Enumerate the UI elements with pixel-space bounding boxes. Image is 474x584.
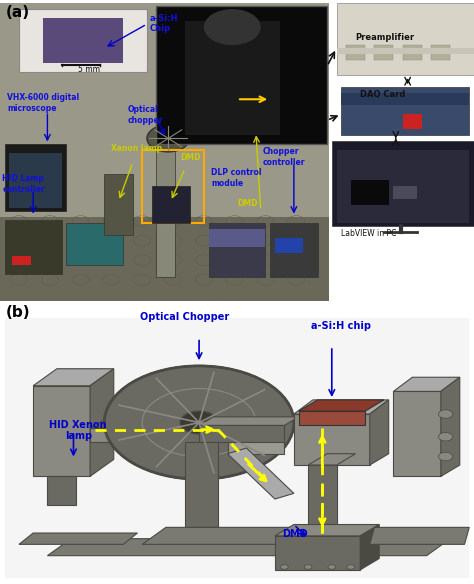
FancyBboxPatch shape: [156, 6, 327, 144]
FancyBboxPatch shape: [19, 9, 147, 72]
Text: DMD: DMD: [282, 529, 308, 539]
FancyBboxPatch shape: [43, 18, 123, 63]
FancyBboxPatch shape: [346, 45, 365, 60]
Circle shape: [281, 565, 288, 569]
Text: (a): (a): [6, 5, 30, 19]
FancyBboxPatch shape: [185, 21, 280, 135]
Polygon shape: [142, 527, 299, 544]
Text: Optical Chopper: Optical Chopper: [140, 312, 229, 322]
FancyBboxPatch shape: [308, 465, 337, 533]
Text: DAQ Card: DAQ Card: [360, 91, 406, 99]
Text: DMD: DMD: [237, 199, 257, 207]
Text: a-Si:H chip: a-Si:H chip: [311, 321, 371, 331]
Polygon shape: [299, 400, 384, 411]
Circle shape: [328, 565, 336, 569]
FancyBboxPatch shape: [403, 45, 422, 60]
Polygon shape: [33, 369, 114, 386]
Circle shape: [104, 366, 294, 479]
Polygon shape: [308, 454, 356, 465]
FancyBboxPatch shape: [294, 414, 370, 465]
Polygon shape: [19, 533, 137, 544]
FancyBboxPatch shape: [275, 536, 360, 570]
FancyBboxPatch shape: [5, 318, 469, 578]
FancyBboxPatch shape: [156, 112, 175, 277]
Polygon shape: [360, 524, 379, 570]
Text: Xenon lamp: Xenon lamp: [111, 144, 163, 154]
FancyBboxPatch shape: [299, 411, 365, 425]
Text: Optical
chopper: Optical chopper: [128, 105, 164, 124]
Text: Chopper
controller: Chopper controller: [263, 147, 306, 167]
FancyBboxPatch shape: [90, 428, 218, 443]
Text: LabVIEW in PC: LabVIEW in PC: [341, 228, 397, 238]
FancyBboxPatch shape: [431, 45, 450, 60]
Text: HID Xenon
lamp: HID Xenon lamp: [49, 420, 107, 442]
Text: 5 mm: 5 mm: [78, 65, 100, 74]
FancyBboxPatch shape: [104, 175, 133, 235]
Text: a-Si:H
Chip: a-Si:H Chip: [149, 13, 178, 33]
Circle shape: [180, 411, 218, 434]
FancyBboxPatch shape: [152, 186, 190, 223]
FancyBboxPatch shape: [5, 144, 66, 211]
Circle shape: [438, 452, 453, 461]
Circle shape: [438, 410, 453, 418]
FancyBboxPatch shape: [374, 45, 393, 60]
FancyBboxPatch shape: [393, 186, 417, 199]
FancyBboxPatch shape: [270, 223, 318, 277]
FancyBboxPatch shape: [275, 238, 303, 253]
FancyBboxPatch shape: [66, 223, 123, 265]
FancyBboxPatch shape: [393, 391, 441, 477]
FancyBboxPatch shape: [209, 223, 265, 277]
FancyBboxPatch shape: [209, 228, 265, 246]
Polygon shape: [275, 524, 379, 536]
Circle shape: [204, 9, 261, 45]
FancyBboxPatch shape: [337, 48, 474, 54]
Polygon shape: [90, 369, 114, 477]
Polygon shape: [441, 377, 460, 477]
FancyBboxPatch shape: [5, 220, 62, 274]
Text: Preamplifier: Preamplifier: [356, 33, 415, 42]
FancyBboxPatch shape: [185, 443, 218, 527]
Polygon shape: [294, 400, 389, 414]
Polygon shape: [228, 448, 294, 499]
FancyBboxPatch shape: [351, 180, 389, 204]
FancyBboxPatch shape: [337, 3, 474, 75]
Polygon shape: [47, 538, 450, 556]
FancyBboxPatch shape: [403, 114, 422, 129]
FancyBboxPatch shape: [47, 477, 76, 505]
Text: DLP control
module: DLP control module: [211, 168, 262, 188]
FancyBboxPatch shape: [33, 386, 90, 477]
FancyBboxPatch shape: [12, 256, 31, 265]
Text: HID Lamp
controller: HID Lamp controller: [2, 175, 45, 194]
Polygon shape: [90, 417, 237, 428]
FancyBboxPatch shape: [332, 141, 474, 225]
FancyBboxPatch shape: [337, 151, 469, 223]
FancyBboxPatch shape: [199, 425, 284, 443]
FancyBboxPatch shape: [0, 3, 329, 301]
FancyBboxPatch shape: [341, 87, 469, 135]
Text: VHX-6000 digital
microscope: VHX-6000 digital microscope: [7, 93, 79, 113]
Text: DMD: DMD: [180, 154, 201, 162]
Polygon shape: [199, 417, 299, 425]
FancyBboxPatch shape: [341, 93, 469, 105]
FancyBboxPatch shape: [0, 217, 329, 301]
Circle shape: [147, 125, 190, 152]
Circle shape: [347, 565, 355, 569]
Polygon shape: [393, 377, 460, 391]
FancyBboxPatch shape: [9, 154, 62, 207]
Polygon shape: [370, 527, 469, 544]
Polygon shape: [370, 400, 389, 465]
Circle shape: [438, 433, 453, 441]
Circle shape: [304, 565, 312, 569]
Text: (b): (b): [6, 305, 30, 320]
Polygon shape: [228, 443, 284, 454]
